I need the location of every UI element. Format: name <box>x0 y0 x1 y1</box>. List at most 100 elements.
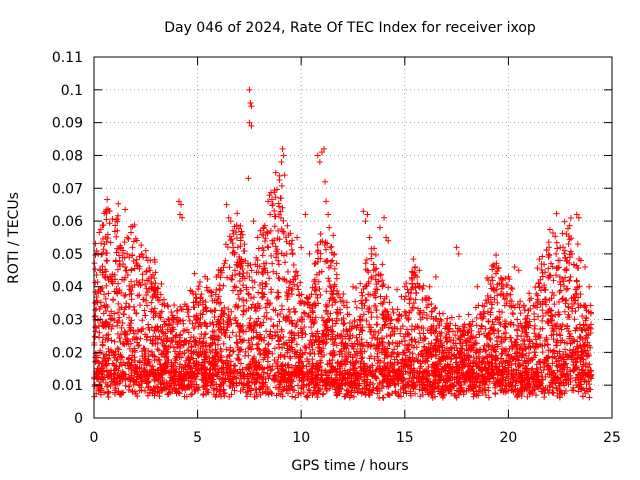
roti-point <box>570 261 577 268</box>
roti-point <box>391 330 398 337</box>
roti-point <box>571 316 578 323</box>
roti-point <box>552 233 559 240</box>
roti-point <box>230 348 237 355</box>
roti-point <box>228 379 235 386</box>
roti-point <box>559 230 566 237</box>
roti-point <box>312 260 319 267</box>
roti-point <box>225 312 232 319</box>
roti-point <box>154 383 161 390</box>
roti-point <box>291 387 298 394</box>
roti-point <box>114 212 121 219</box>
roti-point <box>212 291 219 298</box>
roti-point <box>114 319 121 326</box>
roti-point <box>235 291 242 298</box>
roti-point <box>305 377 312 384</box>
roti-point <box>376 339 383 346</box>
roti-point <box>271 345 278 352</box>
roti-point <box>288 317 295 324</box>
roti-point <box>274 363 281 370</box>
roti-point <box>256 386 263 393</box>
roti-point <box>426 386 433 393</box>
roti-point <box>472 334 479 341</box>
roti-point <box>106 207 113 214</box>
roti-point <box>370 331 377 338</box>
roti-point <box>470 344 477 351</box>
roti-point <box>353 324 360 331</box>
roti-point <box>509 355 516 362</box>
roti-point <box>448 314 455 321</box>
roti-point <box>246 339 253 346</box>
roti-point <box>488 346 495 353</box>
roti-point <box>234 355 241 362</box>
roti-point <box>410 358 417 365</box>
roti-point <box>312 382 319 389</box>
roti-point <box>134 374 141 381</box>
roti-point <box>285 385 292 392</box>
roti-point <box>211 313 218 320</box>
roti-point <box>271 189 278 196</box>
roti-point <box>566 222 573 229</box>
roti-point <box>195 387 202 394</box>
roti-point <box>331 283 338 290</box>
roti-point <box>465 385 472 392</box>
roti-point <box>132 379 139 386</box>
roti-point <box>553 272 560 279</box>
roti-point <box>319 333 326 340</box>
roti-point <box>436 369 443 376</box>
roti-point <box>550 277 557 284</box>
roti-point <box>433 337 440 344</box>
roti-point <box>170 380 177 387</box>
roti-point <box>561 282 568 289</box>
roti-point <box>384 362 391 369</box>
roti-point <box>509 309 516 316</box>
roti-point <box>382 318 389 325</box>
roti-point <box>545 239 552 246</box>
roti-point <box>562 346 569 353</box>
roti-point <box>156 393 163 400</box>
roti-point <box>184 309 191 316</box>
roti-point <box>315 338 322 345</box>
roti-point <box>234 340 241 347</box>
roti-point <box>577 355 584 362</box>
roti-point <box>431 329 438 336</box>
roti-point <box>143 285 150 292</box>
roti-point <box>249 277 256 284</box>
roti-point <box>369 362 376 369</box>
roti-point <box>127 362 134 369</box>
roti-point <box>231 251 238 258</box>
roti-point <box>279 328 286 335</box>
roti-point <box>238 338 245 345</box>
roti-point <box>338 340 345 347</box>
roti-point <box>116 252 123 259</box>
roti-point <box>513 350 520 357</box>
roti-point <box>235 351 242 358</box>
roti-point <box>491 296 498 303</box>
roti-point <box>223 346 230 353</box>
roti-point <box>519 328 526 335</box>
roti-point <box>325 264 332 271</box>
roti-point <box>249 358 256 365</box>
roti-point <box>536 256 543 263</box>
roti-point <box>553 239 560 246</box>
roti-point <box>300 362 307 369</box>
roti-point <box>314 248 321 255</box>
roti-point <box>107 383 114 390</box>
roti-point <box>418 363 425 370</box>
roti-point <box>142 377 149 384</box>
roti-point <box>230 231 237 238</box>
roti-point <box>184 369 191 376</box>
roti-point <box>385 324 392 331</box>
roti-point <box>93 370 100 377</box>
roti-point <box>234 304 241 311</box>
roti-point <box>553 385 560 392</box>
roti-point <box>177 382 184 389</box>
roti-point <box>432 353 439 360</box>
roti-point <box>496 366 503 373</box>
roti-point <box>207 320 214 327</box>
roti-point <box>373 314 380 321</box>
roti-point <box>153 326 160 333</box>
roti-point <box>565 381 572 388</box>
roti-point <box>504 282 511 289</box>
roti-point <box>465 311 472 318</box>
